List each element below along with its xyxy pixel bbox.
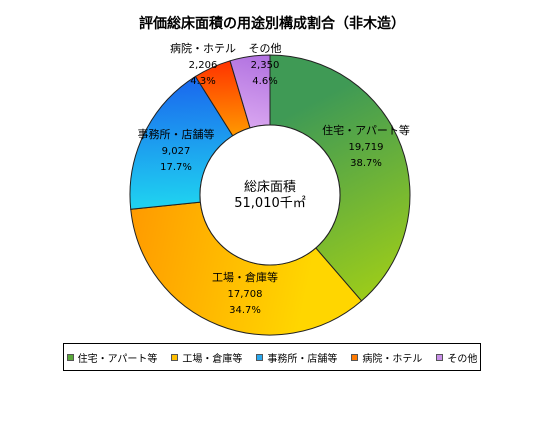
legend-item: 住宅・アパート等 <box>66 350 158 365</box>
data-labels: 住宅・アパート等 19,719 38.7% 工場・倉庫等 17,708 34.7% 事務所・… <box>138 41 410 316</box>
legend-swatch-office <box>256 353 264 361</box>
label-other-value: 2,350 <box>251 60 280 71</box>
legend-label: 事務所・店舗等 <box>267 353 338 365</box>
label-factory-percent: 34.7% <box>229 305 261 316</box>
legend-swatch-hospital <box>351 353 359 361</box>
label-hospital-value: 2,206 <box>189 60 218 71</box>
label-hospital-name: 病院・ホテル <box>170 41 236 55</box>
legend-swatch-other <box>436 353 444 361</box>
label-other-percent: 4.6% <box>252 76 277 87</box>
legend-label: 住宅・アパート等 <box>77 353 158 365</box>
slices <box>129 54 411 336</box>
center-label: 総床面積 51,010千㎡ <box>234 180 306 211</box>
legend-label: 病院・ホテル <box>362 353 423 365</box>
donut-chart: 評価総床面積の用途別構成割合（非木造） 総床面積 51,010千㎡ 住宅・アパー… <box>129 15 411 336</box>
legend-item: 工場・倉庫等 <box>171 350 242 365</box>
legend-label: 工場・倉庫等 <box>182 353 243 365</box>
legend: 住宅・アパート等 工場・倉庫等 事務所・店舗等 病院・ホテル その他 <box>63 343 481 371</box>
label-residential-name: 住宅・アパート等 <box>322 123 410 137</box>
chart-title: 評価総床面積の用途別構成割合（非木造） <box>139 15 405 32</box>
center-label-line-2: 51,010千㎡ <box>234 196 306 211</box>
legend-swatch-factory <box>171 353 179 361</box>
center-label-line-1: 総床面積 <box>244 180 296 195</box>
label-hospital-percent: 4.3% <box>190 76 215 87</box>
donut-hole <box>199 124 341 266</box>
legend-label: その他 <box>447 353 478 365</box>
legend-item: 事務所・店舗等 <box>256 350 337 365</box>
legend-swatch-residential <box>66 353 74 361</box>
label-residential-percent: 38.7% <box>350 158 382 169</box>
label-other-name: その他 <box>249 42 282 55</box>
label-residential-value: 19,719 <box>349 142 384 153</box>
label-factory-value: 17,708 <box>228 289 263 300</box>
legend-item: その他 <box>436 350 477 365</box>
label-factory-name: 工場・倉庫等 <box>212 270 278 284</box>
label-office-name: 事務所・店舗等 <box>138 127 215 141</box>
label-office-percent: 17.7% <box>160 162 192 173</box>
legend-item: 病院・ホテル <box>351 350 422 365</box>
label-office-value: 9,027 <box>162 146 191 157</box>
